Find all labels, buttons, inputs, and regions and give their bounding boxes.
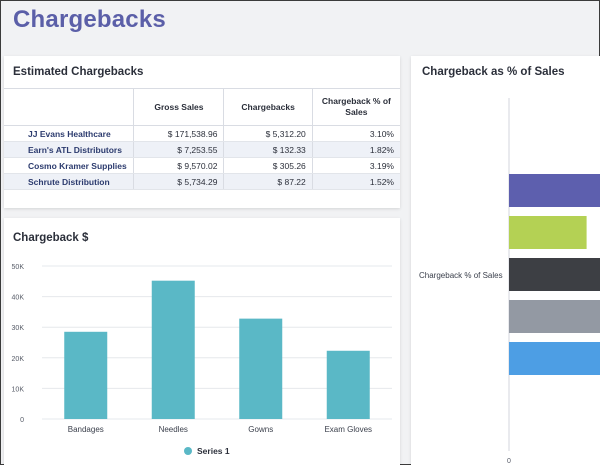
- chargeback-pct-card: Chargeback as % of Sales 00.5Chargeback …: [411, 56, 600, 465]
- bar: [239, 318, 283, 419]
- row-name: JJ Evans Healthcare: [4, 125, 134, 142]
- estimated-chargebacks-card: Estimated Chargebacks Gross Sales Charge…: [4, 56, 400, 208]
- row-name: Earn's ATL Distributors: [4, 141, 134, 158]
- chargeback-pct-chart: 00.5Chargeback % of Sales: [419, 98, 600, 465]
- x-tick-label: Needles: [159, 425, 188, 434]
- bar: [509, 216, 587, 249]
- column-header-chargebacks[interactable]: Chargebacks: [223, 88, 313, 126]
- x-tick-label: Gowns: [248, 425, 273, 434]
- y-tick-label: 10K: [12, 386, 25, 393]
- bar: [509, 300, 600, 333]
- chargeback-pct-title: Chargeback as % of Sales: [422, 66, 565, 78]
- row-gross-sales: $ 171,538.96: [133, 125, 224, 142]
- bar: [64, 331, 108, 419]
- table-row[interactable]: JJ Evans Healthcare $ 171,538.96 $ 5,312…: [4, 125, 400, 142]
- chargeback-dollars-card: Chargeback $ 0 10K 20K 30K 40K 50K Bandages Nee…: [4, 218, 400, 465]
- legend-label: Series 1: [197, 446, 230, 456]
- table-header-blank: [4, 88, 134, 126]
- bar: [326, 350, 370, 419]
- row-chargeback-pct: 3.10%: [311, 125, 400, 142]
- row-chargeback-pct: 3.19%: [311, 157, 400, 174]
- bar: [509, 174, 600, 207]
- chart-legend[interactable]: Series 1: [184, 446, 230, 456]
- y-tick-label: 40K: [12, 295, 25, 302]
- x-tick-label: Bandages: [68, 425, 104, 434]
- table-header-row: Gross Sales Chargebacks Chargeback % of …: [4, 88, 400, 126]
- table-row[interactable]: Cosmo Kramer Supplies $ 9,570.02 $ 305.2…: [4, 157, 400, 174]
- bar: [509, 342, 600, 375]
- column-header-chargeback-pct[interactable]: Chargeback % of Sales: [311, 88, 400, 126]
- page-title: Chargebacks: [13, 6, 166, 33]
- row-chargeback-pct: 1.52%: [311, 173, 400, 190]
- estimated-chargebacks-table: Gross Sales Chargebacks Chargeback % of …: [4, 88, 400, 190]
- chargeback-dollars-chart: 0 10K 20K 30K 40K 50K Bandages Needles Gowns Exam…: [12, 264, 392, 434]
- bar: [151, 280, 195, 419]
- row-name: Cosmo Kramer Supplies: [4, 157, 134, 174]
- row-name: Schrute Distribution: [4, 173, 134, 190]
- y-tick-label: 20K: [12, 356, 25, 363]
- y-tick-label: 0: [20, 417, 24, 424]
- row-chargeback-pct: 1.82%: [311, 141, 400, 158]
- estimated-chargebacks-title: Estimated Chargebacks: [13, 66, 144, 78]
- row-chargebacks: $ 87.22: [223, 173, 313, 190]
- row-gross-sales: $ 7,253.55: [133, 141, 224, 158]
- row-chargebacks: $ 305.26: [223, 157, 313, 174]
- x-tick-label: Exam Gloves: [324, 425, 372, 434]
- legend-swatch: [184, 447, 192, 455]
- row-gross-sales: $ 5,734.29: [133, 173, 224, 190]
- x-tick-label: 0: [507, 458, 511, 465]
- table-row[interactable]: Earn's ATL Distributors $ 7,253.55 $ 132…: [4, 141, 400, 158]
- chargeback-dollars-title: Chargeback $: [13, 232, 89, 244]
- table-row[interactable]: Schrute Distribution $ 5,734.29 $ 87.22 …: [4, 173, 400, 190]
- y-tick-label: 30K: [12, 325, 25, 332]
- bar: [509, 258, 600, 291]
- row-chargebacks: $ 132.33: [223, 141, 313, 158]
- row-chargebacks: $ 5,312.20: [223, 125, 313, 142]
- y-tick-label: 50K: [12, 264, 25, 271]
- column-header-gross-sales[interactable]: Gross Sales: [133, 88, 224, 126]
- row-gross-sales: $ 9,570.02: [133, 157, 224, 174]
- category-label: Chargeback % of Sales: [419, 271, 503, 280]
